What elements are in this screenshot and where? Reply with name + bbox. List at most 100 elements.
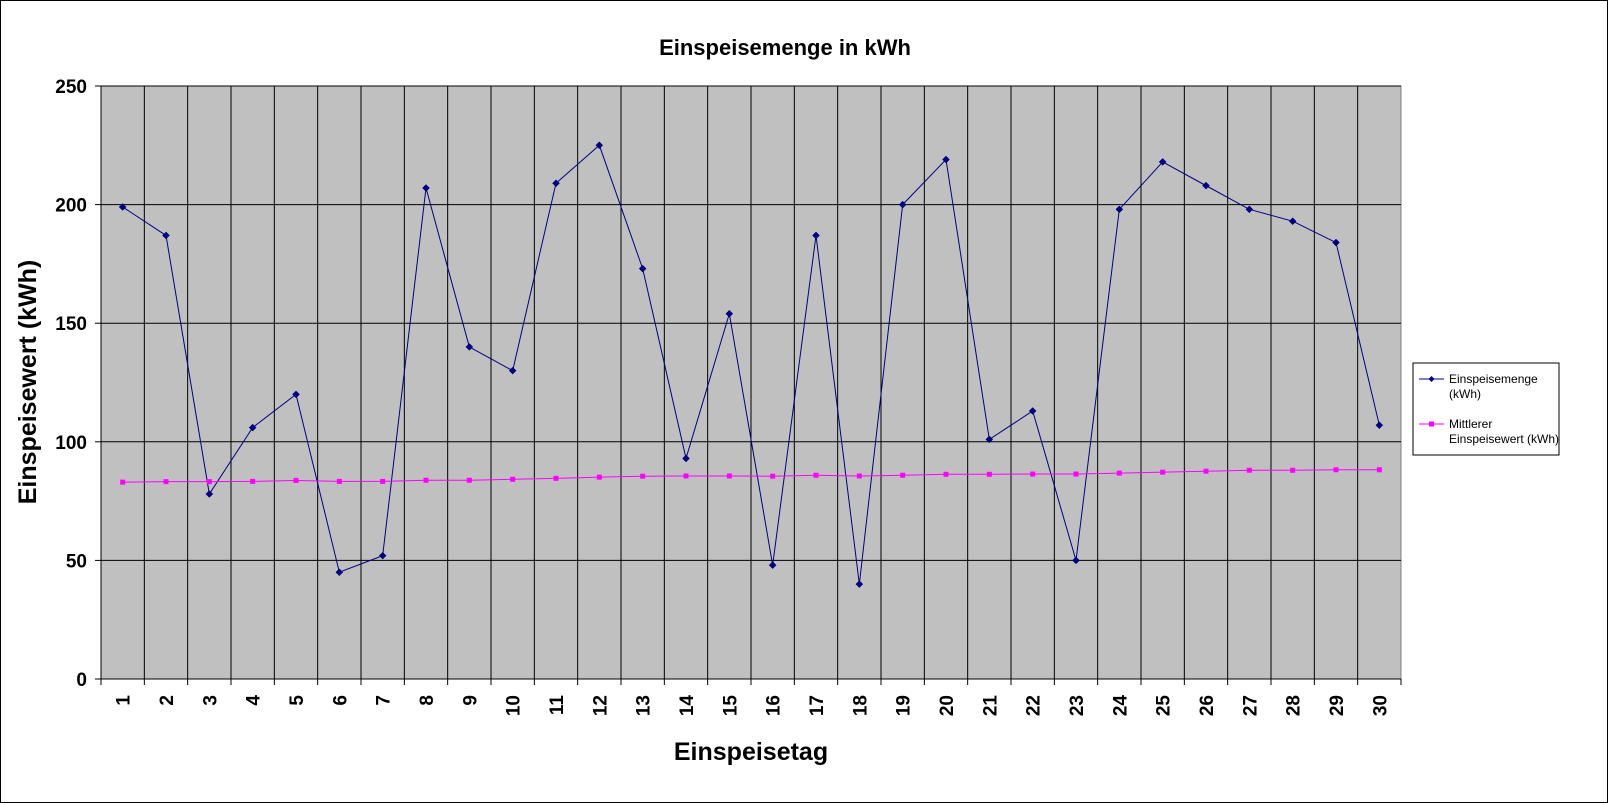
x-tick-label: 10: [504, 695, 525, 716]
data-point-square: [1073, 471, 1079, 477]
data-point-diamond: [1245, 205, 1254, 214]
x-tick-label: 26: [1197, 695, 1218, 716]
data-point-diamond: [1028, 407, 1037, 415]
data-point-diamond: [1375, 421, 1384, 430]
data-point-diamond: [248, 423, 257, 432]
data-point-diamond: [1288, 217, 1297, 226]
data-point-diamond: [292, 390, 300, 399]
x-tick-label: 12: [590, 695, 611, 716]
x-tick-label: 20: [937, 695, 958, 716]
series-line: [122, 144, 1380, 585]
data-point-square: [683, 473, 689, 479]
x-axis-title: Einspeisetag: [674, 738, 828, 766]
data-point-diamond: [682, 454, 690, 463]
y-tick-label: 0: [76, 670, 87, 691]
x-tick-label: 19: [894, 695, 915, 716]
data-point-diamond: [1202, 181, 1210, 190]
data-point-diamond: [638, 264, 647, 273]
data-point-diamond: [898, 200, 907, 209]
chart-title: Einspeisemenge in kWh: [659, 35, 911, 60]
data-point-square: [986, 471, 992, 477]
x-tick-label: 24: [1110, 695, 1131, 717]
legend-label: Einspeisewert (kWh): [1449, 432, 1559, 446]
series-2: [120, 467, 1382, 485]
series-1: [118, 141, 1384, 588]
x-tick-label: 21: [980, 695, 1001, 717]
x-tick-label: 14: [677, 695, 698, 717]
data-point-square: [1030, 471, 1036, 477]
x-tick-label: 5: [287, 695, 308, 706]
data-point-square: [206, 479, 212, 485]
y-axis-ticks: 0 50 100 150 200 250: [55, 77, 101, 691]
data-point-diamond: [1072, 556, 1080, 565]
x-tick-label: 23: [1067, 695, 1088, 716]
x-tick-label: 17: [807, 695, 828, 716]
x-tick-label: 22: [1024, 695, 1045, 716]
data-point-square: [1116, 470, 1122, 476]
data-point-diamond: [162, 231, 170, 240]
data-point-square: [943, 471, 949, 477]
data-point-diamond: [205, 490, 214, 498]
legend-label: Mittlerer: [1449, 417, 1492, 431]
y-tick-label: 250: [55, 77, 87, 98]
x-tick-label: 13: [634, 695, 655, 716]
data-point-square: [250, 478, 256, 484]
data-point-square: [466, 477, 472, 483]
data-point-diamond: [378, 551, 387, 560]
data-point-diamond: [595, 141, 604, 150]
x-tick-label: 30: [1370, 695, 1391, 716]
x-tick-label: 1: [114, 695, 135, 706]
x-tick-label: 18: [850, 695, 871, 716]
y-tick-label: 150: [55, 314, 87, 335]
legend-marker-square: [1429, 421, 1434, 427]
x-tick-label: 15: [720, 695, 741, 717]
data-point-square: [120, 479, 126, 485]
data-point-square: [423, 477, 429, 483]
x-tick-label: 3: [200, 695, 221, 706]
data-point-square: [336, 478, 342, 484]
y-tick-label: 100: [55, 433, 87, 454]
data-point-diamond: [422, 184, 430, 192]
data-point-square: [596, 474, 602, 480]
data-point-square: [163, 479, 169, 485]
x-tick-label: 8: [417, 695, 438, 706]
data-point-diamond: [118, 203, 127, 211]
data-point-square: [1376, 467, 1382, 473]
series-line: [122, 469, 1380, 483]
data-point-diamond: [855, 580, 864, 588]
data-point-square: [1290, 467, 1296, 473]
legend-marker-diamond: [1428, 376, 1435, 382]
x-tick-label: 4: [244, 695, 265, 706]
data-point-square: [1203, 468, 1209, 474]
data-point-square: [1160, 469, 1166, 475]
grid-lines: [101, 85, 1401, 679]
data-point-diamond: [335, 568, 344, 577]
data-point-square: [813, 472, 819, 478]
data-point-square: [770, 473, 776, 479]
x-tick-label: 6: [330, 695, 351, 706]
data-point-square: [726, 473, 732, 479]
series-layer: [118, 141, 1384, 588]
data-point-square: [553, 475, 559, 481]
data-point-diamond: [812, 231, 820, 240]
x-tick-label: 25: [1154, 695, 1175, 717]
x-tick-label: 9: [460, 695, 481, 706]
legend: Einspeisemenge(kWh) MittlererEinspeisewer…: [1412, 362, 1560, 456]
data-point-square: [900, 472, 906, 478]
y-axis-title: Einspeisewert (kWh): [14, 260, 42, 505]
data-point-square: [856, 473, 862, 479]
data-point-square: [1333, 467, 1339, 473]
data-point-diamond: [1115, 205, 1124, 214]
x-axis-ticks: 1 2 3 4 5 6 7 8 9 10 11 12 13 14 15 16 17 18 19 20 21 22 23 24 2…: [100, 679, 1402, 717]
data-point-diamond: [942, 155, 950, 164]
x-tick-label: 27: [1240, 695, 1261, 716]
data-point-square: [510, 476, 516, 482]
y-tick-label: 50: [66, 551, 87, 572]
x-tick-label: 28: [1284, 695, 1305, 716]
x-tick-label: 16: [764, 695, 785, 716]
x-tick-label: 2: [157, 695, 178, 706]
data-point-diamond: [768, 561, 777, 569]
data-point-square: [1246, 467, 1252, 473]
